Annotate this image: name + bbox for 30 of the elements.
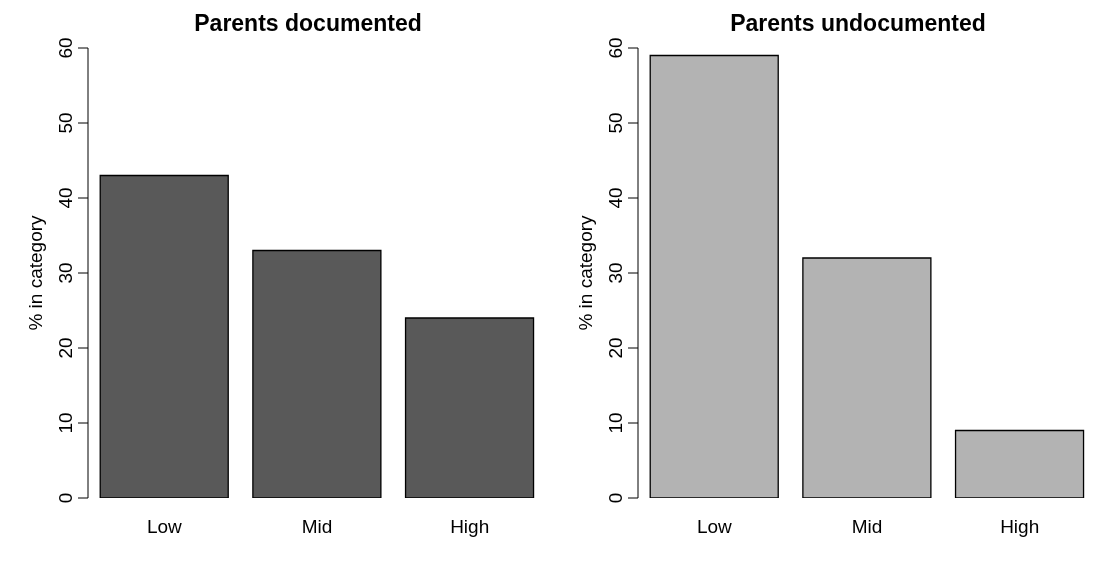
bar <box>802 257 932 498</box>
y-tick-label: 60 <box>605 37 626 59</box>
x-tick-label: High <box>1000 516 1040 538</box>
bar <box>649 54 779 498</box>
chart-title: Parents undocumented <box>729 10 987 37</box>
y-tick-label: 50 <box>55 112 76 134</box>
y-tick-label: 40 <box>605 187 626 209</box>
y-tick-label: 30 <box>605 262 626 284</box>
y-tick-label: 50 <box>605 112 626 134</box>
bar <box>252 249 382 498</box>
x-tick-label: Low <box>146 516 183 538</box>
y-tick-label: 40 <box>55 187 76 209</box>
y-tick-label: 20 <box>605 337 626 359</box>
y-tick-label: 60 <box>55 37 76 59</box>
bar <box>404 317 535 498</box>
y-axis-title: % in category <box>24 214 46 331</box>
y-tick-label: 10 <box>55 412 76 434</box>
x-tick-label: Mid <box>301 516 333 538</box>
y-axis-title: % in category <box>574 214 596 331</box>
bar <box>99 174 229 498</box>
y-tick-label: 20 <box>55 337 76 359</box>
y-tick-label: 10 <box>605 412 626 434</box>
bar <box>954 429 1085 498</box>
y-tick-label: 0 <box>55 492 76 504</box>
x-tick-label: Low <box>696 516 733 538</box>
x-tick-label: High <box>450 516 490 538</box>
chart-title: Parents documented <box>193 10 423 37</box>
x-tick-label: Mid <box>851 516 883 538</box>
y-tick-label: 0 <box>605 492 626 504</box>
y-tick-label: 30 <box>55 262 76 284</box>
